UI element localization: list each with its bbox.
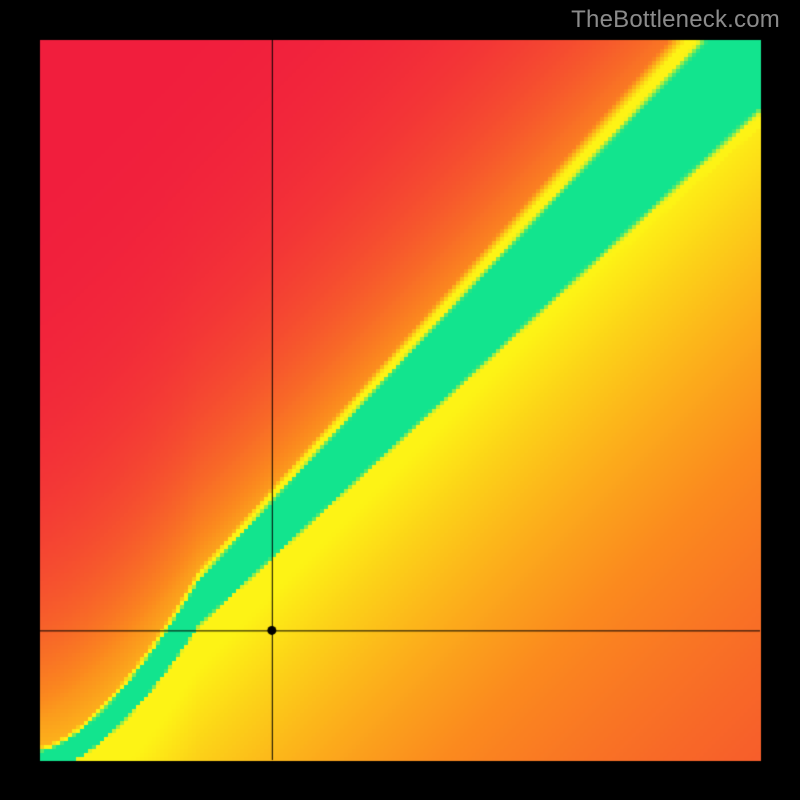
bottleneck-heatmap-canvas (0, 0, 800, 800)
watermark-text: TheBottleneck.com (571, 6, 780, 34)
